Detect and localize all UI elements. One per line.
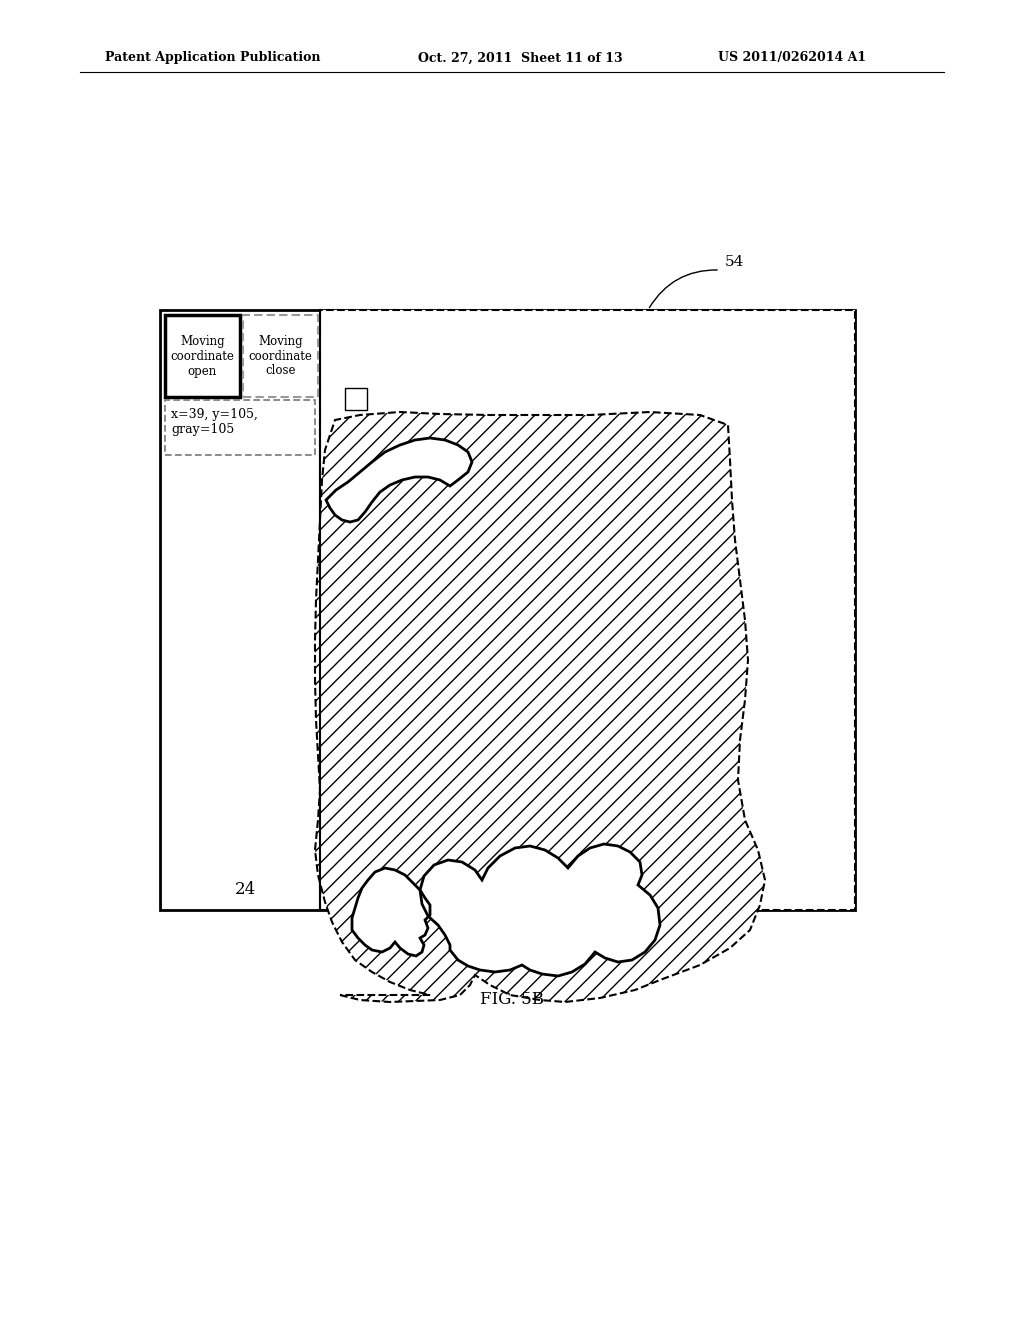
Text: 24: 24 (234, 882, 256, 899)
Bar (345, 388, 367, 411)
Text: US 2011/0262014 A1: US 2011/0262014 A1 (718, 51, 866, 65)
Text: FIG. 5B: FIG. 5B (480, 991, 544, 1008)
Bar (165, 315, 240, 397)
Text: Moving
coordinate
close: Moving coordinate close (249, 334, 312, 378)
Polygon shape (315, 412, 765, 1002)
Bar (319, 310, 855, 909)
Text: x=39, y=105,
gray=105: x=39, y=105, gray=105 (171, 408, 258, 436)
Text: Moving
coordinate
open: Moving coordinate open (171, 334, 234, 378)
Polygon shape (420, 843, 660, 975)
Text: 54: 54 (725, 255, 744, 269)
Bar (243, 315, 318, 397)
Bar (160, 310, 855, 909)
Polygon shape (352, 869, 430, 956)
Polygon shape (326, 438, 472, 521)
Text: Oct. 27, 2011  Sheet 11 of 13: Oct. 27, 2011 Sheet 11 of 13 (418, 51, 623, 65)
Bar (165, 400, 315, 455)
Text: Patent Application Publication: Patent Application Publication (105, 51, 321, 65)
